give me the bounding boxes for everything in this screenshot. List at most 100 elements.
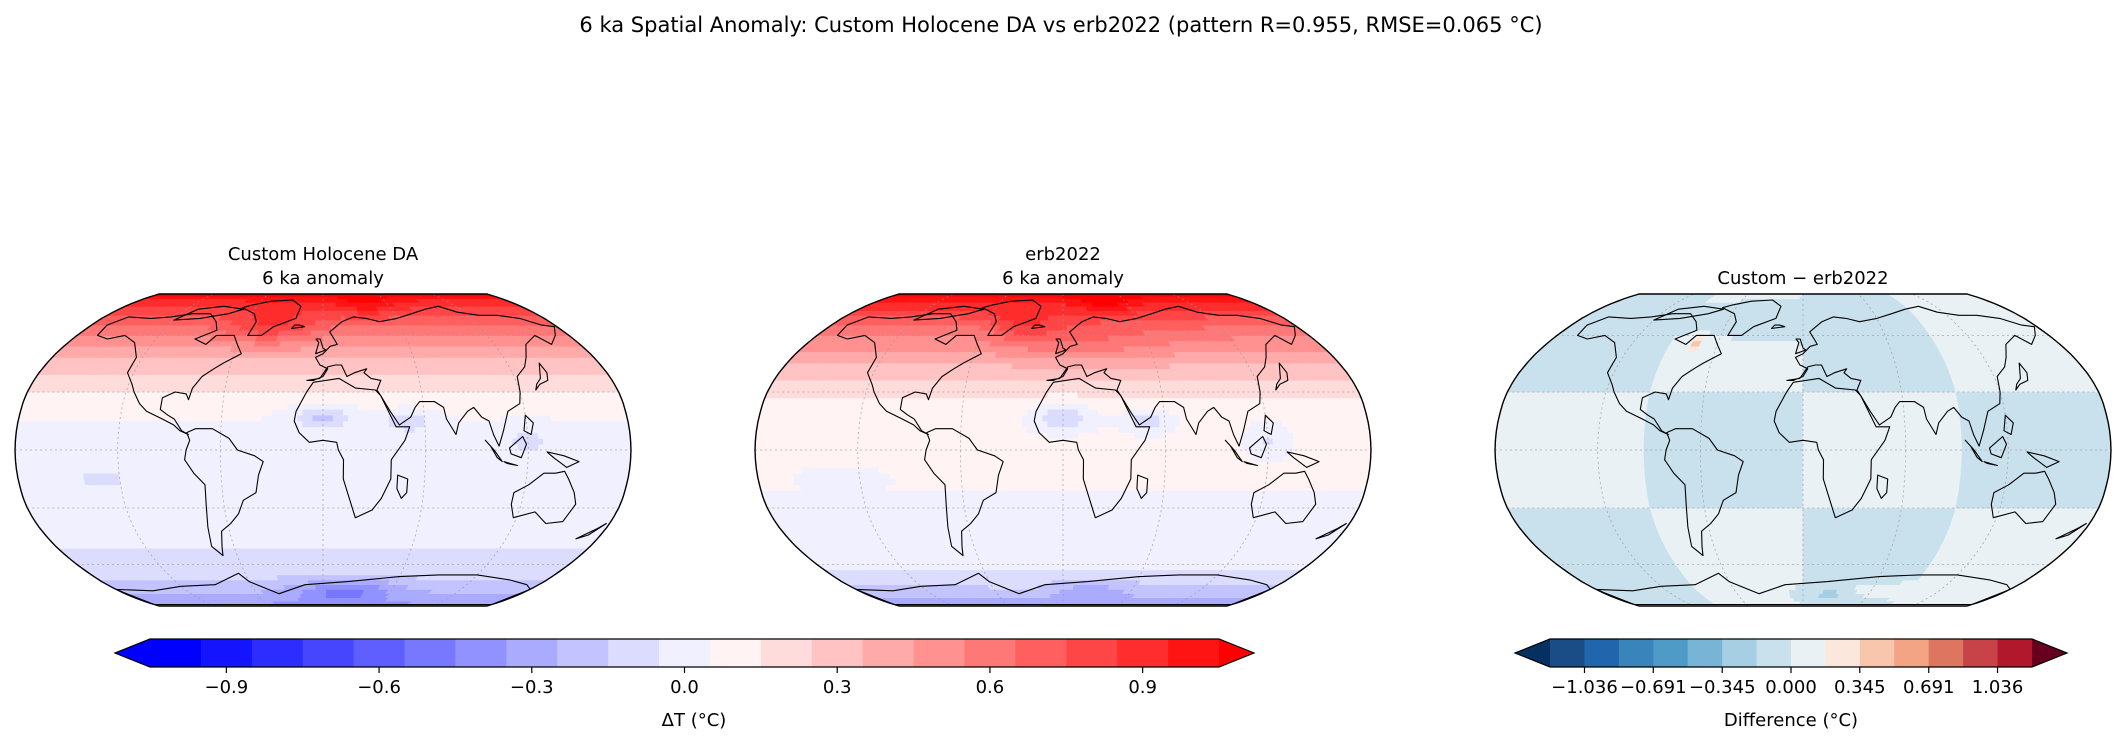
- field-cell: [342, 391, 349, 399]
- field-cell: [594, 455, 601, 462]
- field-cell: [434, 467, 441, 474]
- field-cell: [502, 449, 509, 457]
- field-cell: [195, 414, 202, 422]
- field-cell: [322, 496, 329, 503]
- field-cell: [336, 519, 343, 526]
- field-cell: [541, 467, 549, 474]
- field-cell: [158, 443, 165, 451]
- field-cell: [143, 426, 150, 433]
- field-cell: [429, 426, 436, 433]
- field-cell: [383, 420, 390, 428]
- field-cell: [322, 530, 328, 538]
- field-cell: [356, 507, 363, 515]
- field-cell: [232, 397, 239, 404]
- field-cell: [330, 558, 336, 565]
- field-cell: [179, 472, 187, 480]
- field-cell: [312, 513, 319, 520]
- field-cell: [241, 420, 248, 428]
- field-cell: [496, 461, 503, 468]
- field-cell: [297, 414, 304, 422]
- field-cell: [424, 472, 431, 480]
- field-cell: [386, 391, 393, 399]
- field-cell: [313, 542, 319, 549]
- field-cell: [235, 461, 242, 468]
- field-cell: [352, 496, 359, 503]
- field-cell: [287, 496, 294, 503]
- field-cell: [221, 478, 228, 486]
- field-cell: [342, 403, 349, 410]
- field-cell: [327, 513, 334, 520]
- field-cell: [35, 449, 42, 457]
- field-cell: [322, 385, 329, 393]
- field-cell: [222, 403, 229, 410]
- field-cell: [163, 432, 170, 439]
- field-cell: [398, 409, 405, 416]
- field-cell: [282, 391, 289, 399]
- field-cell: [291, 455, 298, 462]
- field-cell: [322, 501, 329, 509]
- field-cell: [578, 455, 585, 462]
- field-cell: [495, 472, 502, 480]
- field-cell: [337, 478, 344, 486]
- field-cell: [268, 385, 275, 393]
- field-cell: [433, 484, 440, 491]
- field-cell: [466, 455, 473, 462]
- field-cell: [319, 597, 324, 602]
- field-cell: [409, 426, 416, 433]
- field-cell: [205, 472, 212, 480]
- field-cell: [273, 507, 280, 515]
- field-cell: [179, 455, 185, 462]
- field-cell: [388, 484, 395, 491]
- field-cell: [214, 449, 221, 457]
- field-cell: [276, 443, 283, 451]
- field-cell: [353, 426, 360, 433]
- field-cell: [332, 525, 338, 532]
- field-cell: [332, 501, 339, 509]
- field-cell: [322, 536, 328, 543]
- field-cell: [435, 432, 442, 439]
- field-cell: [326, 584, 331, 590]
- field-cell: [230, 449, 237, 457]
- field-cell: [158, 461, 165, 468]
- field-cell: [276, 420, 283, 428]
- field-cell: [343, 443, 349, 451]
- field-cell: [312, 501, 319, 509]
- field-cell: [194, 426, 201, 433]
- field-cell: [357, 403, 364, 410]
- field-cell: [313, 519, 319, 526]
- field-cell: [481, 449, 488, 457]
- field-cell: [297, 472, 303, 480]
- field-cell: [367, 403, 374, 410]
- field-cell: [277, 409, 284, 416]
- field-cell: [347, 478, 354, 486]
- field-cell: [332, 490, 339, 497]
- field-cell: [332, 496, 339, 503]
- field-cell: [302, 467, 309, 474]
- field-cell: [350, 525, 357, 532]
- field-cell: [35, 438, 42, 445]
- field-cell: [363, 426, 370, 433]
- field-cell: [319, 589, 324, 594]
- field-cell: [196, 484, 203, 491]
- field-cell: [361, 380, 368, 387]
- field-cell: [286, 438, 293, 445]
- field-cell: [195, 420, 202, 428]
- field-cell: [332, 409, 339, 416]
- field-cell: [143, 455, 150, 462]
- field-cell: [76, 455, 83, 462]
- field-cell: [66, 461, 73, 468]
- field-cell: [470, 426, 477, 433]
- field-cell: [298, 385, 304, 393]
- field-cell: [261, 467, 268, 474]
- field-cell: [241, 478, 248, 486]
- field-cell: [337, 391, 344, 399]
- field-cell: [445, 432, 452, 439]
- field-cell: [297, 478, 304, 486]
- field-cell: [97, 438, 104, 445]
- field-cell: [281, 443, 288, 451]
- field-cell: [312, 403, 319, 410]
- field-cell: [307, 426, 314, 433]
- field-cell: [373, 409, 379, 416]
- panel-title-line1: Custom Holocene DA: [228, 244, 419, 265]
- field-cell: [322, 600, 327, 605]
